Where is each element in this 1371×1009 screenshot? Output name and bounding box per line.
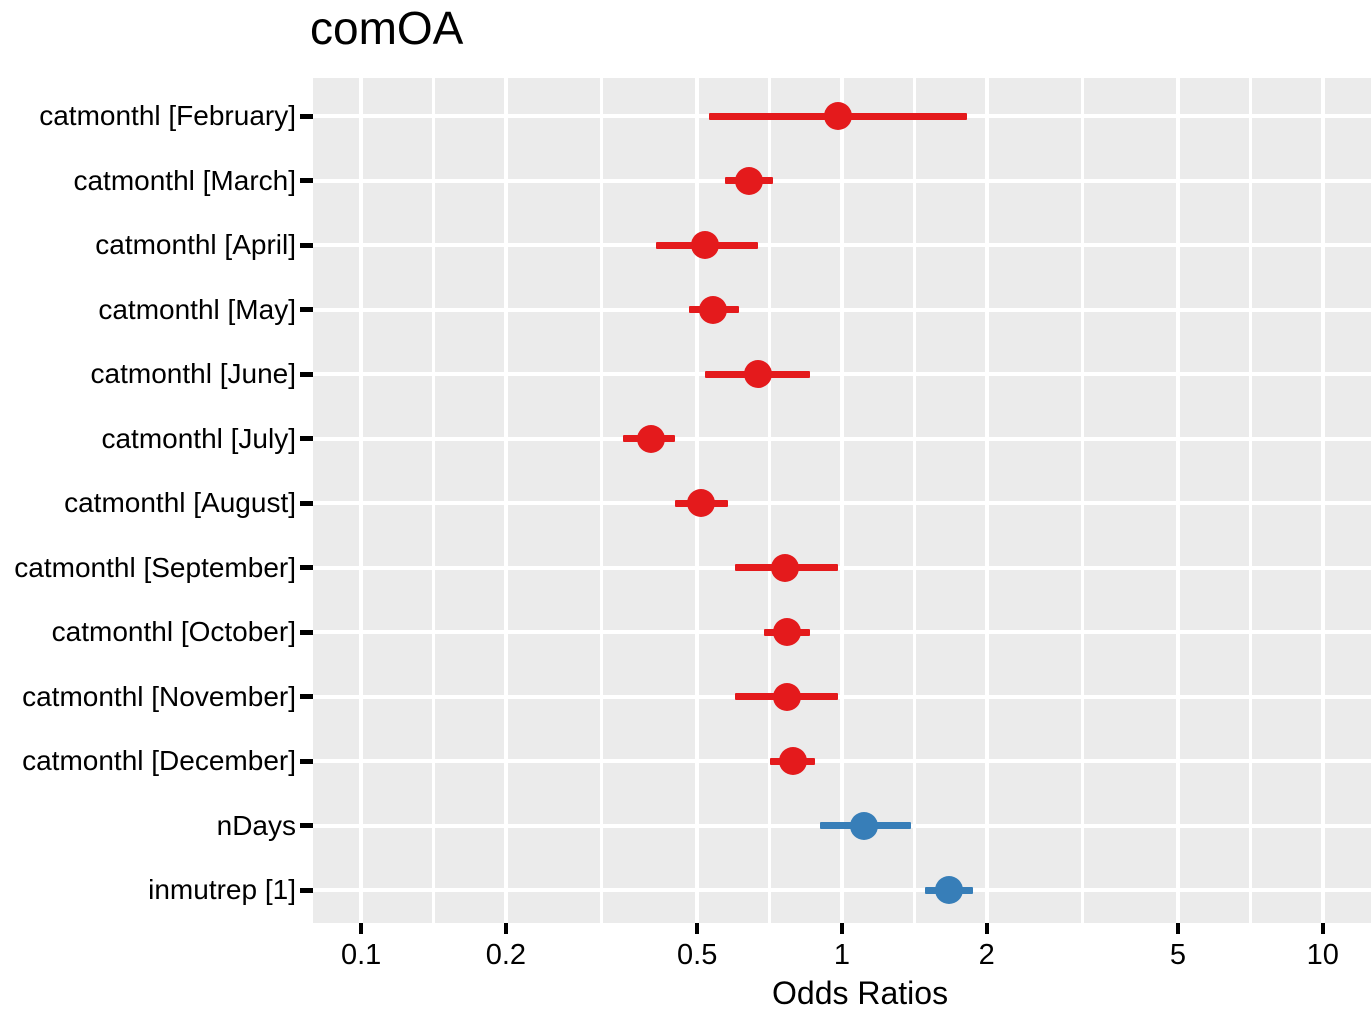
minor-gridline: [431, 78, 435, 923]
minor-gridline: [600, 78, 604, 923]
y-axis-label: catmonthl [November]: [22, 680, 296, 712]
y-axis-label: catmonthl [April]: [95, 229, 296, 260]
x-axis-tick-label: 1: [833, 939, 851, 971]
y-axis-tick: [300, 823, 313, 828]
point-estimate: [687, 489, 716, 517]
point-estimate: [823, 102, 852, 130]
point-estimate: [699, 295, 728, 324]
major-gridline: [984, 78, 989, 923]
plot-panel: [313, 78, 1371, 923]
y-axis-tick: [300, 758, 313, 764]
row-gridline: [313, 178, 1371, 183]
row-gridline: [313, 243, 1371, 247]
x-axis-tick: [503, 923, 508, 934]
y-axis-label: catmonthl [August]: [64, 487, 296, 518]
point-estimate: [778, 747, 807, 775]
row-gridline: [313, 436, 1371, 441]
major-gridline: [503, 78, 508, 923]
x-axis-tick: [695, 923, 700, 934]
row-gridline: [313, 694, 1371, 699]
y-axis-label: inmutrep [1]: [148, 874, 296, 905]
y-axis-tick: [300, 371, 313, 377]
y-axis-tick: [300, 565, 313, 570]
point-estimate: [773, 682, 802, 711]
row-gridline: [313, 888, 1371, 892]
point-estimate: [770, 553, 799, 582]
y-axis-label: catmonthl [June]: [90, 358, 296, 389]
point-estimate: [935, 876, 964, 904]
minor-gridline: [768, 78, 772, 923]
x-axis-title: Odds Ratios: [772, 975, 949, 1009]
y-axis-label: catmonthl [July]: [101, 422, 296, 454]
y-axis-tick: [300, 178, 313, 183]
point-estimate: [734, 166, 763, 195]
point-estimate: [849, 811, 878, 840]
x-axis-tick-label: 2: [978, 939, 995, 971]
row-gridline: [313, 307, 1371, 312]
minor-gridline: [912, 78, 916, 923]
major-gridline: [359, 78, 364, 923]
x-axis-tick: [1176, 923, 1180, 934]
y-axis-tick: [300, 500, 313, 506]
y-axis-label: catmonthl [December]: [22, 745, 296, 776]
minor-gridline: [1248, 78, 1252, 923]
x-axis-tick: [1320, 923, 1325, 934]
y-axis-label: catmonthl [September]: [14, 551, 296, 583]
row-gridline: [313, 759, 1371, 763]
minor-gridline: [1080, 78, 1084, 923]
major-gridline: [839, 78, 844, 923]
y-axis-label: catmonthl [October]: [51, 616, 296, 647]
row-gridline: [313, 565, 1371, 570]
y-axis-tick: [300, 436, 313, 441]
row-gridline: [313, 630, 1371, 634]
point-estimate: [691, 231, 720, 259]
x-axis-tick-label: 0.5: [677, 939, 718, 971]
y-axis-tick: [300, 887, 313, 893]
point-estimate: [744, 360, 773, 388]
y-axis-tick: [300, 242, 313, 248]
y-axis-label: catmonthl [May]: [98, 293, 296, 325]
x-axis-tick: [839, 923, 844, 934]
y-axis-tick: [300, 629, 313, 635]
major-gridline: [1320, 78, 1325, 923]
y-axis-label: catmonthl [February]: [39, 100, 296, 131]
major-gridline: [1176, 78, 1180, 923]
x-axis-tick: [984, 923, 989, 934]
x-axis-tick-label: 0.2: [485, 939, 527, 971]
x-axis-tick-label: 10: [1306, 939, 1339, 971]
y-axis-label: nDays: [216, 809, 296, 841]
plot-title: comOA: [310, 2, 464, 54]
point-estimate: [773, 618, 802, 646]
x-axis-tick-label: 5: [1169, 939, 1187, 971]
y-axis-tick: [300, 307, 313, 312]
point-estimate: [636, 424, 665, 453]
x-axis-tick-label: 0.1: [340, 939, 382, 971]
y-axis-tick: [300, 113, 313, 119]
x-axis-tick: [359, 923, 364, 934]
row-gridline: [313, 501, 1371, 505]
row-gridline: [313, 372, 1371, 376]
y-axis-tick: [300, 694, 313, 699]
y-axis-label: catmonthl [March]: [73, 164, 296, 196]
